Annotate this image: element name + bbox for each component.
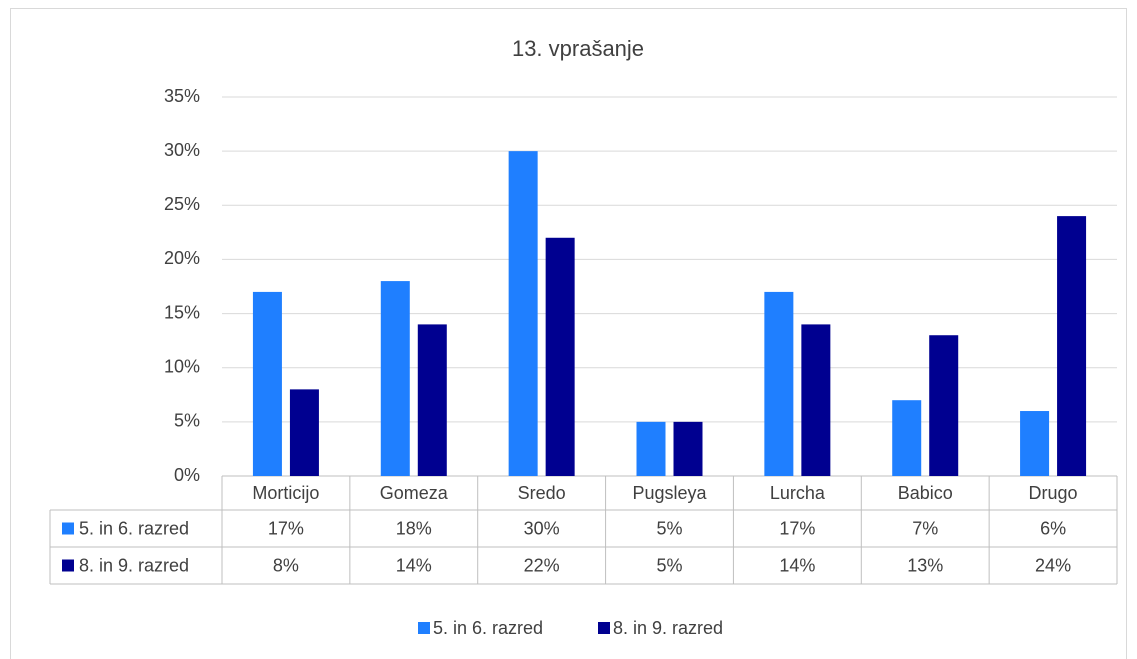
table-legend-key [62,522,74,535]
table-cell: 18% [396,518,432,538]
table-cell: 14% [779,555,815,575]
y-tick-label: 20% [164,248,200,268]
bar [508,151,538,476]
table-cell: 7% [912,518,938,538]
chart-title: 13. vprašanje [512,36,644,61]
table-row-label: 5. in 6. razred [79,518,189,538]
legend-key [598,622,610,634]
bar [1057,216,1087,476]
table-cell: 30% [524,518,560,538]
x-tick-label: Gomeza [380,483,449,503]
table-cell: 13% [907,555,943,575]
legend-label: 8. in 9. razred [613,618,723,638]
bar [801,324,831,476]
bar [929,335,959,476]
x-tick-label: Babico [898,483,953,503]
legend-key [418,622,430,634]
y-tick-label: 5% [174,411,200,431]
bar [252,291,282,476]
table-cell: 17% [779,518,815,538]
y-tick-label: 15% [164,302,200,322]
bar [673,421,703,476]
x-tick-label: Sredo [518,483,566,503]
table-legend-key [62,559,74,572]
bar [636,421,666,476]
bar [892,400,922,476]
table-row-label: 8. in 9. razred [79,555,189,575]
table-cell: 8% [273,555,299,575]
bar [545,237,575,476]
bar [764,291,794,476]
table-cell: 6% [1040,518,1066,538]
y-tick-label: 10% [164,356,200,376]
bar [1020,411,1050,476]
y-tick-label: 35% [164,86,200,106]
x-tick-label: Morticijo [252,483,319,503]
table-cell: 22% [524,555,560,575]
bar [417,324,447,476]
y-tick-label: 25% [164,194,200,214]
table-cell: 17% [268,518,304,538]
bar [380,281,410,476]
table-cell: 24% [1035,555,1071,575]
table-cell: 14% [396,555,432,575]
x-tick-label: Pugsleya [632,483,707,503]
y-tick-label: 30% [164,140,200,160]
bar [289,389,319,476]
x-tick-label: Lurcha [770,483,826,503]
table-cell: 5% [656,518,682,538]
table-cell: 5% [656,555,682,575]
y-tick-label: 0% [174,465,200,485]
legend-label: 5. in 6. razred [433,618,543,638]
x-tick-label: Drugo [1029,483,1078,503]
